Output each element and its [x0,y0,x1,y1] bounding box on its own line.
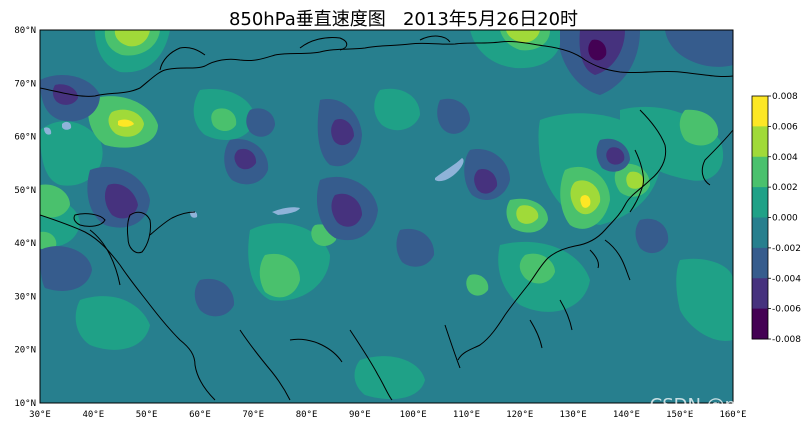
colorbar-label: 0.006 [772,122,798,132]
lon-tick-label: 70°E [242,410,264,420]
colorbar-label: -0.008 [772,335,801,345]
colorbar-bands [752,96,768,340]
colorbar-band [752,187,768,218]
lon-tick-label: 80°E [296,410,318,420]
negative-zone-max [588,39,607,61]
lakes [44,121,464,218]
positive-zone-max [118,119,591,208]
lon-tick-label: 110°E [453,410,480,420]
positive-zone-high [108,30,645,224]
lat-tick-label: 40°N [14,239,36,249]
lon-tick-label: 130°E [560,410,587,420]
lat-tick-label: 10°N [14,399,36,409]
colorbar-label: -0.002 [772,244,801,254]
lon-tick-label: 150°E [666,410,693,420]
colorbar-label: -0.006 [772,305,801,315]
colorbar-label: 0.004 [772,153,798,163]
lon-tick-label: 60°E [189,410,211,420]
colorbar-band [752,247,768,279]
lon-tick-label: 140°E [613,410,640,420]
lon-tick-label: 160°E [719,410,746,420]
colorbar-band [752,156,768,188]
lat-tick-label: 20°N [14,346,36,356]
colorbar-band [752,217,768,249]
colorbar-labels: 0.008 0.006 0.004 0.002 0.000 -0.002 -0.004 -0.… [768,92,801,345]
colorbar-band [752,96,768,127]
colorbar-band [752,126,768,158]
lon-tick-label: 90°E [349,410,371,420]
coastlines [40,35,733,401]
lat-tick-label: 80°N [14,26,36,36]
lon-tick-label: 40°E [82,410,104,420]
black-sea [73,213,106,227]
lat-tick-label: 30°N [14,292,36,302]
colorbar-band [752,278,768,310]
caspian-sea [126,211,151,254]
colorbar-label: 0.002 [772,183,798,193]
vertical-velocity-field [40,30,733,403]
lat-tick-label: 50°N [14,186,36,196]
map-frame [39,29,734,404]
lon-tick-label: 120°E [506,410,533,420]
lat-tick-label: 60°N [14,133,36,143]
colorbar-label: -0.004 [772,274,801,284]
lon-tick-label: 30°E [29,410,51,420]
colorbar-label: 0.000 [772,214,798,224]
lat-tick-label: 70°N [14,79,36,89]
watermark: CSDN @mgl666 [649,395,793,416]
lon-tick-label: 100°E [400,410,427,420]
lon-tick-label: 50°E [136,410,158,420]
map-title: 850hPa垂直速度图 2013年5月26日20时 [228,9,579,30]
colorbar: 0.008 0.006 0.004 0.002 0.000 -0.002 -0.004 -0.… [751,92,801,345]
longitude-ticks: 30°E 40°E 50°E 60°E 70°E 80°E 90°E 100°E 110°E 12… [29,410,746,420]
colorbar-band [752,308,768,340]
latitude-ticks: 10°N 20°N 30°N 40°N 50°N 60°N 70°N 80°N [14,26,36,409]
colorbar-label: 0.008 [772,92,798,102]
